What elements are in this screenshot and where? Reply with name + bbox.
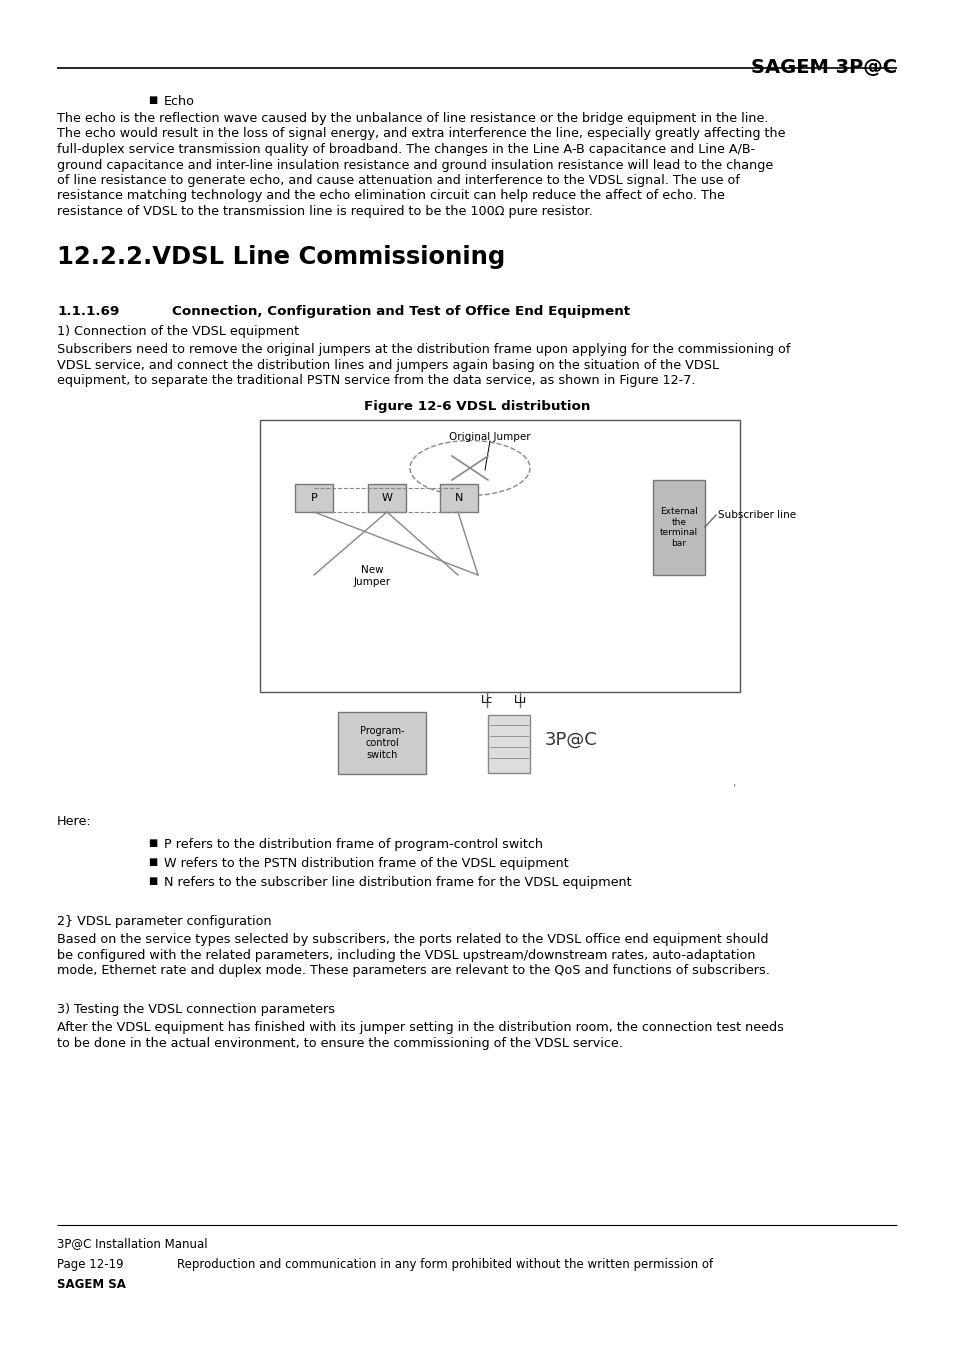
Text: ■: ■ (148, 857, 157, 867)
Text: W refers to the PSTN distribution frame of the VDSL equipment: W refers to the PSTN distribution frame … (164, 857, 568, 870)
Text: of line resistance to generate echo, and cause attenuation and interference to t: of line resistance to generate echo, and… (57, 174, 740, 186)
Text: 2} VDSL parameter configuration: 2} VDSL parameter configuration (57, 915, 272, 928)
Text: Here:: Here: (57, 815, 91, 828)
Text: SAGEM 3P@C: SAGEM 3P@C (750, 58, 896, 77)
Text: ■: ■ (148, 838, 157, 848)
Text: 1.1.1.69: 1.1.1.69 (57, 305, 119, 317)
Text: to be done in the actual environment, to ensure the commissioning of the VDSL se: to be done in the actual environment, to… (57, 1036, 622, 1050)
Text: External
the
terminal
bar: External the terminal bar (659, 508, 698, 547)
Text: Lu: Lu (513, 694, 526, 705)
Text: 3P@C Installation Manual: 3P@C Installation Manual (57, 1238, 208, 1250)
Text: ■: ■ (148, 95, 157, 105)
Text: Lc: Lc (480, 694, 493, 705)
Text: W: W (381, 493, 392, 503)
Text: N refers to the subscriber line distribution frame for the VDSL equipment: N refers to the subscriber line distribu… (164, 875, 631, 889)
Text: Echo: Echo (164, 95, 194, 108)
Text: be configured with the related parameters, including the VDSL upstream/downstrea: be configured with the related parameter… (57, 948, 755, 962)
Text: SAGEM SA: SAGEM SA (57, 1278, 126, 1292)
Text: resistance matching technology and the echo elimination circuit can help reduce : resistance matching technology and the e… (57, 189, 724, 203)
Bar (337, 712, 426, 774)
Text: 3P@C: 3P@C (544, 731, 598, 748)
Text: equipment, to separate the traditional PSTN service from the data service, as sh: equipment, to separate the traditional P… (57, 374, 695, 386)
Text: Subscriber line: Subscriber line (718, 509, 796, 520)
Text: 3) Testing the VDSL connection parameters: 3) Testing the VDSL connection parameter… (57, 1002, 335, 1016)
Text: Reproduction and communication in any form prohibited without the written permis: Reproduction and communication in any fo… (177, 1258, 713, 1271)
Bar (368, 484, 406, 512)
Text: mode, Ethernet rate and duplex mode. These parameters are relevant to the QoS an: mode, Ethernet rate and duplex mode. The… (57, 965, 769, 977)
Text: ■: ■ (148, 875, 157, 886)
Bar (294, 484, 333, 512)
Text: Connection, Configuration and Test of Office End Equipment: Connection, Configuration and Test of Of… (172, 305, 630, 317)
Bar (260, 420, 740, 692)
Text: Program-
control
switch: Program- control switch (359, 725, 404, 761)
Text: resistance of VDSL to the transmission line is required to be the 100Ω pure resi: resistance of VDSL to the transmission l… (57, 205, 592, 218)
Text: P: P (311, 493, 317, 503)
Bar (439, 484, 477, 512)
Text: Based on the service types selected by subscribers, the ports related to the VDS: Based on the service types selected by s… (57, 934, 768, 946)
Text: full-duplex service transmission quality of broadband. The changes in the Line A: full-duplex service transmission quality… (57, 143, 755, 155)
Text: The echo would result in the loss of signal energy, and extra interference the l: The echo would result in the loss of sig… (57, 127, 784, 141)
Text: 12.2.2.VDSL Line Commissioning: 12.2.2.VDSL Line Commissioning (57, 245, 505, 269)
Text: ground capacitance and inter-line insulation resistance and ground insulation re: ground capacitance and inter-line insula… (57, 158, 773, 172)
Text: Figure 12-6 VDSL distribution: Figure 12-6 VDSL distribution (363, 400, 590, 413)
Text: Original Jumper: Original Jumper (449, 432, 530, 442)
Text: 1) Connection of the VDSL equipment: 1) Connection of the VDSL equipment (57, 326, 299, 338)
Text: The echo is the reflection wave caused by the unbalance of line resistance or th: The echo is the reflection wave caused b… (57, 112, 768, 126)
Text: N: N (455, 493, 463, 503)
Text: Page 12-19: Page 12-19 (57, 1258, 124, 1271)
Bar (652, 480, 704, 576)
Text: After the VDSL equipment has finished with its jumper setting in the distributio: After the VDSL equipment has finished wi… (57, 1021, 783, 1034)
Text: Subscribers need to remove the original jumpers at the distribution frame upon a: Subscribers need to remove the original … (57, 343, 789, 357)
Text: P refers to the distribution frame of program-control switch: P refers to the distribution frame of pr… (164, 838, 542, 851)
Text: VDSL service, and connect the distribution lines and jumpers again basing on the: VDSL service, and connect the distributi… (57, 358, 719, 372)
Text: ': ' (732, 784, 736, 796)
Text: New
Jumper: New Jumper (353, 565, 390, 586)
Bar (488, 715, 530, 773)
